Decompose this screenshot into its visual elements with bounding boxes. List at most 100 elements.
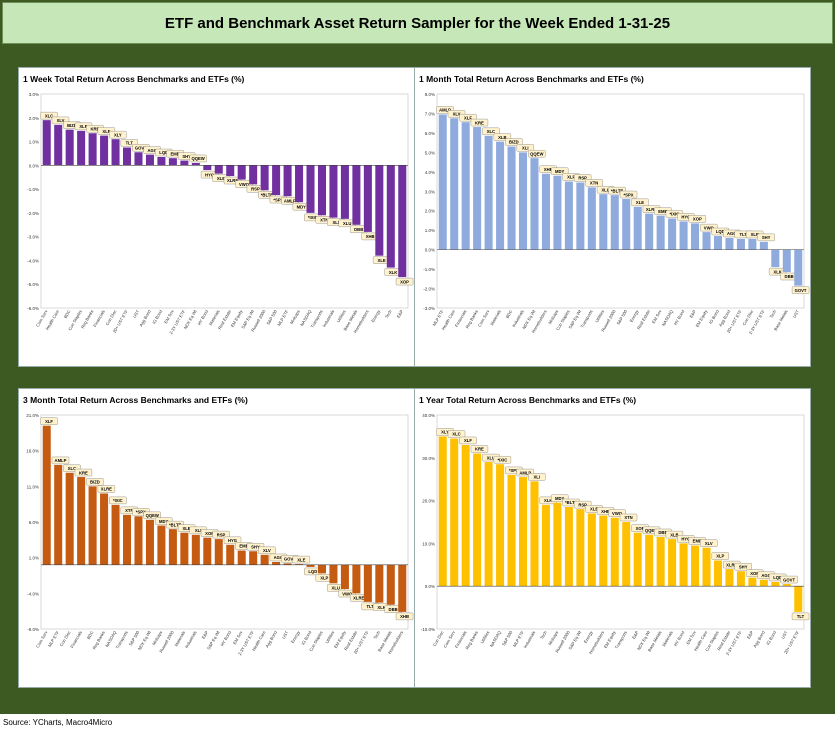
bar (77, 130, 86, 166)
bar (260, 554, 269, 565)
data-label-box (700, 539, 718, 547)
bar (438, 436, 447, 587)
data-label-text: AGG (761, 573, 771, 578)
bar (272, 561, 281, 565)
bar (111, 139, 120, 166)
data-label-text: XLE (297, 557, 305, 562)
data-label-text: XLE (590, 507, 598, 512)
bar (237, 165, 246, 180)
data-label-text: *SPX (136, 509, 146, 514)
data-label: HYG (223, 536, 242, 545)
data-label: XLK (384, 268, 402, 276)
data-label-text: XLI (522, 146, 529, 151)
bar (622, 522, 631, 587)
data-label: XLI (516, 144, 535, 152)
data-label: XLC (447, 430, 466, 438)
data-label-text: MDY (555, 169, 565, 174)
data-label-text: XLB (498, 135, 506, 140)
data-label: RSP (212, 530, 230, 539)
data-label-text: EMB (239, 544, 248, 549)
data-label-box (780, 575, 798, 584)
bar (530, 481, 539, 587)
bar (317, 165, 326, 216)
data-label-text: XLC (452, 432, 460, 437)
bar (226, 544, 235, 565)
data-label-box (395, 612, 414, 621)
y-tick-label: -2.0% (423, 287, 435, 292)
data-label-text: XLB (670, 532, 678, 537)
x-tick-label: HY Bond (673, 629, 686, 647)
bar (519, 152, 528, 250)
bar (329, 564, 338, 584)
data-label-text: KRE (475, 447, 484, 452)
y-tick-label: 10.0% (422, 541, 435, 546)
y-tick-label: -1.0% (27, 187, 39, 192)
bar (713, 560, 722, 587)
x-tick-label: Energy (290, 629, 301, 644)
chart-panel-1-week: 1 Week Total Return Across Benchmarks an… (18, 67, 415, 367)
data-label: GOVT (791, 286, 810, 294)
bar (306, 165, 315, 213)
bar (748, 577, 757, 587)
chart-panel-1-month: 1 Month Total Return Across Benchmarks a… (414, 67, 811, 367)
bar (100, 493, 109, 565)
data-label-box (109, 130, 127, 139)
data-label-box (585, 179, 603, 187)
data-label: QQEW (143, 511, 161, 520)
bar (317, 564, 326, 574)
data-label-text: XLF (102, 129, 110, 134)
bar (123, 514, 132, 565)
data-label: MDY (292, 202, 311, 211)
data-label-text: XOP (400, 279, 409, 284)
x-tick-label: Tech (539, 629, 548, 640)
data-label-text: GOVT (135, 145, 147, 150)
data-label-text: AGG (274, 555, 284, 560)
data-label-text: KRE (90, 126, 99, 131)
data-label-box (734, 563, 752, 571)
data-label-text: SHY (182, 154, 191, 159)
data-label: XTN (619, 513, 638, 522)
data-label-text: AMLP (519, 470, 531, 475)
bar (702, 547, 711, 587)
chart-title: 3 Month Total Return Across Benchmarks a… (23, 395, 248, 405)
data-label-text: XLV (453, 112, 461, 117)
data-label-text: AMLP (284, 198, 296, 203)
data-label-text: QQEW (191, 156, 204, 161)
data-label-text: QQEW (146, 513, 159, 518)
x-tick-label: Com Serv (477, 308, 491, 327)
data-label-text: BIZD (90, 480, 100, 485)
data-label-text: XLB (217, 176, 225, 181)
y-tick-label: 0.0% (425, 248, 435, 253)
data-label-text: XOP (750, 571, 759, 576)
data-label: DBB (349, 225, 368, 233)
data-label-text: HYG (205, 172, 214, 177)
bar (295, 564, 304, 565)
y-tick-label: 2.0% (425, 209, 435, 214)
chart-panel-1-year: 1 Year Total Return Across Benchmarks an… (414, 388, 811, 688)
bar (691, 223, 700, 250)
data-label-text: AGG (727, 231, 737, 236)
data-label-text: VWO (239, 182, 250, 187)
data-label-box (86, 478, 104, 486)
data-label-box (258, 546, 276, 555)
bar (283, 563, 292, 565)
bar (180, 532, 189, 565)
x-tick-label: UST (792, 309, 801, 319)
x-tick-label: Agg Bond (138, 308, 152, 327)
data-label-text: XLRE (227, 178, 238, 183)
data-label-text: *SPX (273, 197, 283, 202)
x-tick-label: HY Bond (219, 629, 232, 647)
data-label: XLE (292, 555, 311, 564)
data-label-text: RSP (251, 187, 260, 192)
bar (587, 187, 596, 250)
data-label: RSP (246, 185, 265, 193)
bar (461, 444, 470, 587)
y-tick-label: 7.0% (425, 111, 435, 116)
y-tick-label: 0.0% (425, 584, 435, 589)
bar (386, 564, 395, 605)
bar (77, 477, 86, 565)
bar (283, 165, 292, 197)
y-tick-label: -3.0% (27, 235, 39, 240)
bar (226, 165, 235, 177)
bar (782, 584, 791, 587)
